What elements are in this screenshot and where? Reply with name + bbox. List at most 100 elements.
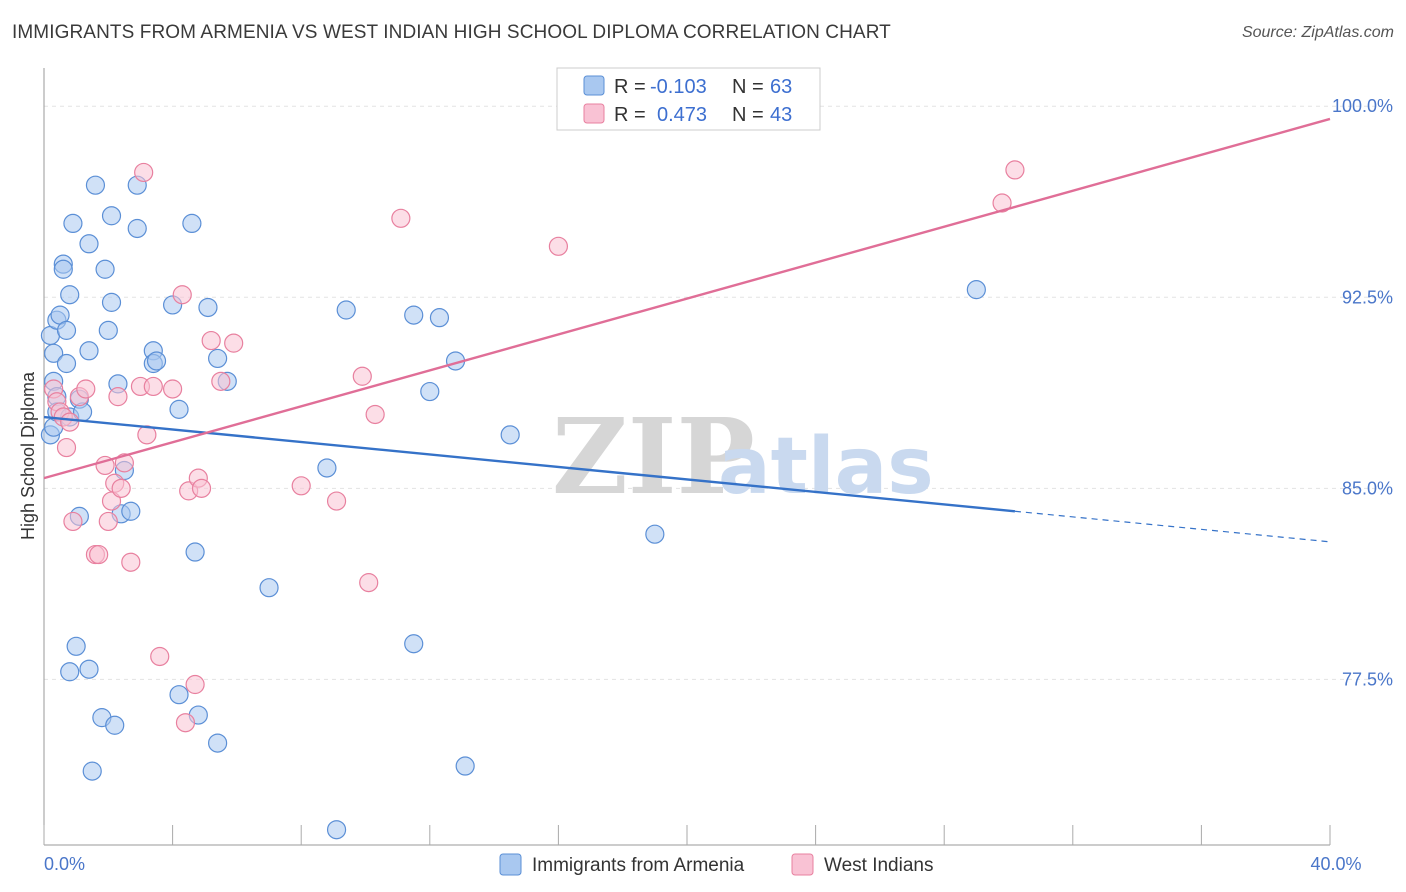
armenia-point bbox=[317, 458, 337, 478]
west-indians-point bbox=[163, 379, 183, 399]
armenia-point bbox=[105, 715, 125, 735]
west-indians-point bbox=[291, 476, 311, 496]
y-tick-label: 92.5% bbox=[1342, 287, 1393, 307]
x-tick-label: 0.0% bbox=[44, 854, 85, 874]
west-indians-point bbox=[150, 646, 170, 667]
west-indians-point bbox=[201, 330, 221, 351]
west-indians-point bbox=[114, 453, 134, 473]
armenia-point bbox=[63, 213, 83, 233]
armenia-point bbox=[169, 685, 189, 705]
armenia-point bbox=[208, 733, 228, 753]
west-indians-point bbox=[76, 379, 96, 399]
bottom-legend-label-armenia: Immigrants from Armenia bbox=[532, 855, 745, 876]
armenia-point bbox=[208, 348, 228, 369]
armenia-point bbox=[500, 425, 520, 445]
west-indians-point bbox=[326, 491, 347, 511]
armenia-point bbox=[56, 320, 77, 340]
west-indians-point bbox=[60, 412, 80, 432]
chart-title: IMMIGRANTS FROM ARMENIA VS WEST INDIAN H… bbox=[12, 22, 891, 43]
legend-n-label-armenia: N = bbox=[732, 76, 764, 98]
armenia-point bbox=[56, 353, 77, 374]
armenia-point bbox=[82, 761, 102, 781]
west-indians-point bbox=[365, 404, 385, 425]
x-tick-label: 40.0% bbox=[1310, 854, 1361, 874]
chart-source: Source: ZipAtlas.com bbox=[1241, 24, 1394, 41]
legend-swatch-armenia bbox=[583, 75, 605, 96]
armenia-point bbox=[404, 634, 424, 654]
legend-r-value-west-indians: 0.473 bbox=[657, 104, 707, 126]
y-tick-label: 85.0% bbox=[1342, 478, 1393, 498]
armenia-point bbox=[336, 300, 356, 320]
armenia-point bbox=[169, 399, 189, 419]
armenia-point bbox=[259, 578, 279, 598]
armenia-point bbox=[455, 756, 475, 776]
legend-n-value-west-indians: 43 bbox=[770, 104, 792, 126]
armenia-point bbox=[60, 285, 80, 305]
legend-box: R = -0.103 N = 63 R = 0.473 N = 43 bbox=[556, 67, 821, 131]
west-indians-point bbox=[992, 193, 1012, 213]
armenia-point bbox=[198, 297, 218, 318]
y-tick-labels: 100.0% 92.5% 85.0% 77.5% bbox=[1332, 96, 1393, 689]
armenia-point bbox=[127, 218, 147, 239]
armenia-point bbox=[98, 320, 118, 340]
armenia-point bbox=[404, 305, 424, 325]
armenia-point bbox=[966, 280, 986, 300]
armenia-point bbox=[66, 636, 86, 656]
y-tick-label: 100.0% bbox=[1332, 96, 1393, 116]
armenia-point bbox=[79, 659, 99, 679]
armenia-point bbox=[95, 259, 115, 279]
armenia-point bbox=[53, 259, 73, 279]
armenia-point bbox=[79, 341, 99, 361]
west-indians-point bbox=[175, 713, 196, 733]
armenia-point bbox=[101, 206, 122, 226]
watermark-atlas: atlas bbox=[718, 422, 934, 512]
west-indians-point bbox=[1005, 160, 1025, 180]
trend-lines bbox=[43, 117, 1331, 543]
west-indians-point bbox=[359, 573, 379, 593]
x-ticks: 0.0% 40.0% bbox=[43, 825, 1362, 874]
west-indians-point bbox=[191, 478, 212, 498]
armenia-point bbox=[85, 175, 106, 195]
west-indians-point bbox=[172, 285, 192, 305]
west-indians-point bbox=[352, 366, 372, 386]
armenia-trend-extension bbox=[1014, 510, 1331, 543]
bottom-legend-label-west-indians: West Indians bbox=[824, 855, 933, 876]
legend-n-value-armenia: 63 bbox=[770, 76, 792, 98]
armenia-point bbox=[101, 292, 122, 312]
armenia-point bbox=[326, 820, 347, 840]
west-indians-point bbox=[108, 387, 128, 407]
west-indians-point bbox=[224, 333, 244, 353]
armenia-point bbox=[146, 351, 167, 371]
west-indians-point bbox=[548, 236, 569, 256]
gridlines bbox=[44, 105, 1380, 680]
west-indians-point bbox=[185, 674, 205, 695]
armenia-point bbox=[645, 524, 665, 544]
watermark-zip: ZIP bbox=[552, 395, 755, 518]
y-tick-label: 77.5% bbox=[1342, 669, 1393, 689]
west-indians-point bbox=[89, 544, 109, 565]
west-indians-point bbox=[111, 478, 131, 498]
legend-r-label-west-indians: R = bbox=[614, 104, 646, 126]
west-indians-point bbox=[121, 552, 141, 572]
west-indians-point bbox=[56, 437, 77, 458]
west-indians-point bbox=[211, 371, 231, 391]
armenia-point bbox=[420, 381, 440, 402]
watermark: ZIP atlas bbox=[552, 395, 934, 518]
y-axis-title: High School Diploma bbox=[18, 371, 38, 540]
west-indians-point bbox=[391, 208, 411, 228]
armenia-point bbox=[429, 308, 450, 328]
legend-r-value-armenia: -0.103 bbox=[650, 76, 707, 98]
west-indians-point bbox=[63, 511, 83, 532]
armenia-point bbox=[79, 234, 99, 254]
west-indians-point bbox=[134, 162, 154, 183]
bottom-legend: Immigrants from Armenia West Indians bbox=[499, 853, 933, 876]
bottom-legend-swatch-armenia bbox=[499, 853, 522, 876]
legend-swatch-west-indians bbox=[583, 103, 605, 124]
legend-r-label-armenia: R = bbox=[614, 76, 646, 98]
armenia-point bbox=[182, 213, 202, 233]
west-indians-trend-line bbox=[43, 117, 1331, 480]
armenia-point bbox=[185, 542, 205, 562]
armenia-point bbox=[121, 501, 141, 521]
west-indians-point bbox=[98, 511, 118, 532]
